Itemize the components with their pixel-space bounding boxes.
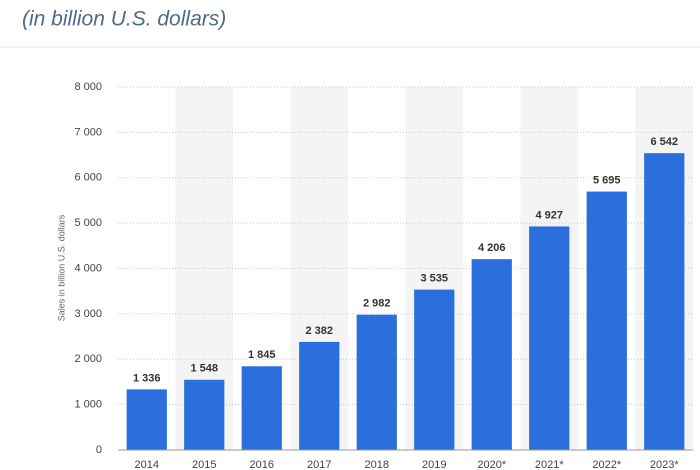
value-label: 2 982 [363,298,391,310]
bar [529,226,570,450]
y-axis-label: Sales in billion U.S. dollars [56,214,66,321]
separator [0,46,700,48]
x-tick-label: 2020* [477,459,506,470]
bar [414,289,455,450]
x-tick-label: 2022* [592,459,621,470]
value-label: 1 845 [248,349,276,361]
value-label: 1 336 [133,372,161,384]
bar [184,379,225,450]
x-tick-label: 2019 [422,459,446,470]
bar [471,259,512,450]
value-label: 4 206 [478,242,506,254]
bar [644,153,685,451]
y-tick-label: 2 000 [74,353,102,365]
x-tick-label: 2016 [250,459,274,470]
x-tick-label: 2018 [365,459,389,470]
y-tick-label: 8 000 [74,81,102,93]
value-label: 1 548 [190,363,218,375]
value-label: 6 542 [650,136,678,148]
y-tick-label: 1 000 [74,399,102,411]
x-tick-label: 2017 [307,459,331,470]
bar [126,389,167,450]
x-tick-label: 2015 [192,459,216,470]
bar [356,314,397,450]
bar [299,341,340,450]
bar [241,366,282,450]
y-tick-label: 3 000 [74,308,102,320]
value-label: 5 695 [593,174,621,186]
value-label: 4 927 [535,209,563,221]
x-tick-label: 2014 [135,459,159,470]
chart-subtitle: (in billion U.S. dollars) [22,8,226,31]
value-label: 2 382 [305,325,333,337]
y-tick-label: 4 000 [74,262,102,274]
y-tick-label: 7 000 [74,126,102,138]
value-label: 3 535 [420,273,448,285]
x-tick-label: 2021* [535,459,564,470]
y-tick-label: 0 [96,444,102,456]
y-tick-label: 5 000 [74,217,102,229]
x-tick-label: 2023* [650,459,679,470]
bar [586,191,627,451]
y-tick-label: 6 000 [74,172,102,184]
